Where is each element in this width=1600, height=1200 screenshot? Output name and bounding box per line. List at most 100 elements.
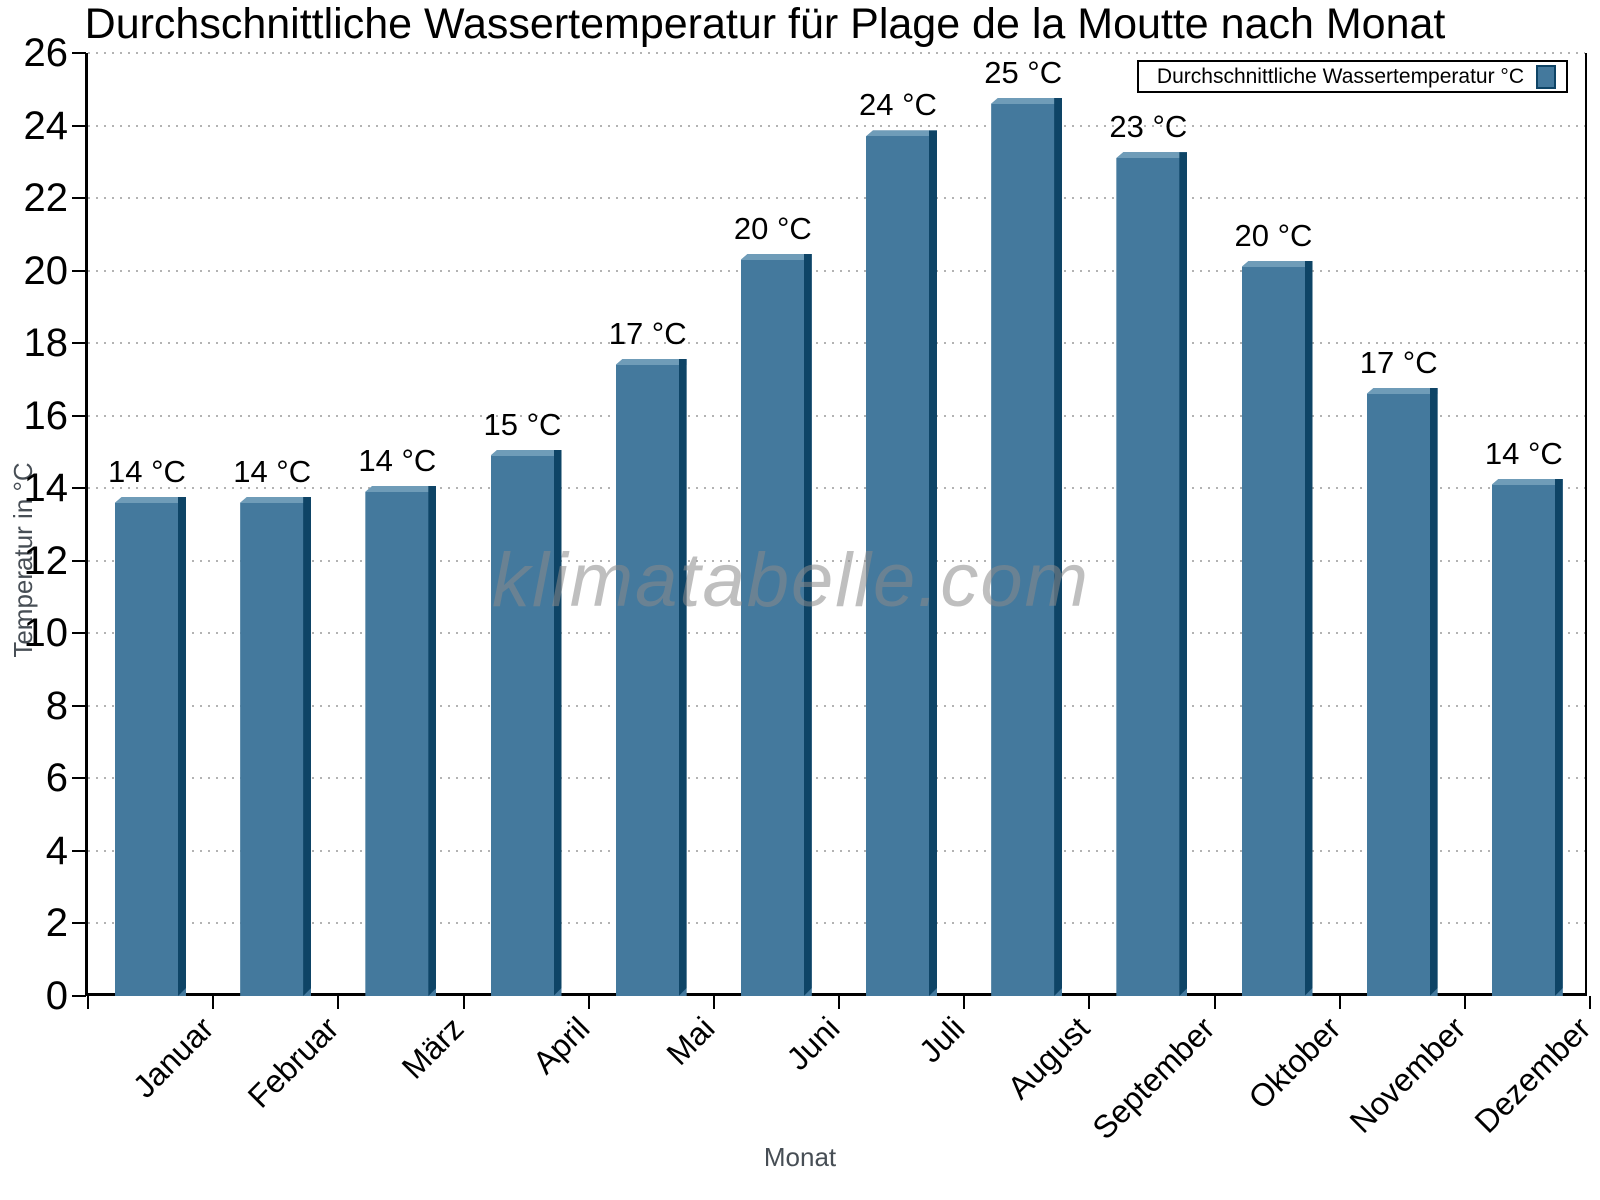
gridline-6 — [88, 777, 1585, 780]
y-tick-24 — [72, 124, 86, 127]
bar-value-label-april: 15 °C — [483, 406, 562, 442]
bar-face — [240, 496, 312, 996]
y-tick-6 — [72, 777, 86, 780]
y-tick-8 — [72, 704, 86, 707]
bar-right-edge — [1179, 152, 1187, 996]
x-tick-3 — [462, 996, 465, 1009]
bar-face — [1491, 478, 1563, 996]
x-tick-12 — [1589, 996, 1591, 1009]
y-tick-10 — [72, 632, 86, 635]
y-tick-label-16: 16 — [23, 393, 69, 438]
bar-face — [740, 253, 812, 996]
bar-value-label-dezember: 14 °C — [1484, 435, 1563, 471]
y-tick-14 — [72, 487, 86, 490]
x-tick-4 — [587, 996, 590, 1009]
y-tick-label-20: 20 — [23, 248, 69, 293]
bar-value-label-november: 17 °C — [1359, 344, 1438, 380]
y-tick-label-4: 4 — [45, 828, 68, 873]
bar-value-label-juli: 24 °C — [859, 87, 937, 123]
bar-top-bevel — [1366, 387, 1438, 394]
gridline-2 — [88, 922, 1585, 925]
gridline-26 — [88, 52, 1585, 55]
bar-right-edge — [1555, 479, 1563, 996]
x-tick-1 — [212, 996, 215, 1009]
chart-title: Durchschnittliche Wassertemperatur für P… — [84, 0, 1446, 48]
legend-swatch-icon — [1536, 64, 1556, 89]
bar-value-label-oktober: 20 °C — [1234, 217, 1313, 253]
gridline-10 — [88, 632, 1585, 635]
bar-november — [1366, 387, 1438, 996]
y-tick-label-0: 0 — [45, 974, 68, 1018]
x-tick-10 — [1338, 996, 1341, 1009]
bar-right-edge — [804, 254, 812, 996]
gridline-22 — [88, 197, 1585, 200]
y-tick-0 — [72, 995, 86, 997]
bar-top-bevel — [740, 253, 812, 260]
bar-top-bevel — [991, 97, 1063, 104]
x-tick-8 — [1088, 996, 1091, 1009]
x-tick-6 — [838, 996, 840, 1009]
bar-juli — [866, 130, 937, 996]
bar-value-label-januar: 14 °C — [108, 453, 186, 489]
bar-top-bevel — [240, 496, 312, 503]
y-tick-4 — [72, 849, 86, 852]
bar-dezember — [1491, 478, 1563, 996]
y-tick-label-6: 6 — [45, 756, 68, 801]
bar-top-bevel — [866, 130, 937, 137]
bar-value-label-juni: 20 °C — [733, 210, 812, 246]
gridline-18 — [88, 342, 1585, 345]
bar-face — [365, 485, 437, 996]
bar-top-bevel — [1241, 260, 1313, 267]
bar-märz — [365, 485, 437, 996]
bar-face — [115, 496, 186, 996]
x-tick-7 — [963, 996, 966, 1009]
legend-label: Durchschnittliche Wassertemperatur °C — [1156, 64, 1524, 88]
gridline-4 — [88, 849, 1585, 852]
y-tick-label-18: 18 — [23, 321, 69, 366]
bar-top-bevel — [115, 496, 186, 503]
x-tick-2 — [337, 996, 340, 1009]
y-tick-label-8: 8 — [45, 683, 68, 728]
y-tick-12 — [72, 559, 86, 562]
bar-right-edge — [554, 450, 562, 996]
bar-september — [1116, 152, 1188, 996]
bar-right-edge — [178, 497, 186, 996]
y-tick-16 — [72, 414, 86, 417]
y-tick-label-12: 12 — [23, 538, 69, 583]
gridline-24 — [88, 124, 1585, 127]
y-tick-label-22: 22 — [23, 176, 69, 221]
bar-value-label-september: 23 °C — [1109, 109, 1188, 145]
bar-face — [490, 449, 562, 996]
y-tick-label-26: 26 — [23, 31, 69, 75]
bar-top-bevel — [1491, 478, 1563, 485]
bar-right-edge — [1305, 261, 1313, 996]
x-tick-5 — [712, 996, 715, 1009]
y-tick-22 — [72, 197, 86, 200]
bar-value-label-februar: 14 °C — [233, 453, 312, 489]
bar-right-edge — [303, 497, 311, 996]
bar-top-bevel — [1116, 152, 1188, 159]
bar-top-bevel — [615, 358, 687, 365]
y-tick-2 — [72, 922, 86, 925]
bar-top-bevel — [490, 449, 562, 456]
bar-value-label-august: 25 °C — [984, 54, 1063, 90]
bar-april — [490, 449, 562, 996]
bar-face — [1116, 152, 1188, 996]
bar-value-label-mai: 17 °C — [608, 315, 687, 351]
gridline-16 — [88, 414, 1585, 417]
y-tick-20 — [72, 269, 86, 272]
y-tick-label-14: 14 — [23, 466, 69, 511]
bar-face — [991, 97, 1063, 996]
y-tick-label-10: 10 — [23, 611, 69, 656]
bar-face — [1366, 387, 1438, 996]
bar-top-bevel — [365, 485, 437, 492]
bar-value-label-märz: 14 °C — [358, 442, 437, 478]
bar-right-edge — [929, 130, 937, 996]
y-tick-label-24: 24 — [23, 103, 69, 148]
bar-right-edge — [428, 486, 436, 996]
x-tick-11 — [1463, 996, 1466, 1009]
bar-face — [866, 130, 937, 996]
y-tick-26 — [72, 52, 86, 55]
gridline-14 — [88, 487, 1585, 490]
bar-oktober — [1241, 260, 1313, 996]
